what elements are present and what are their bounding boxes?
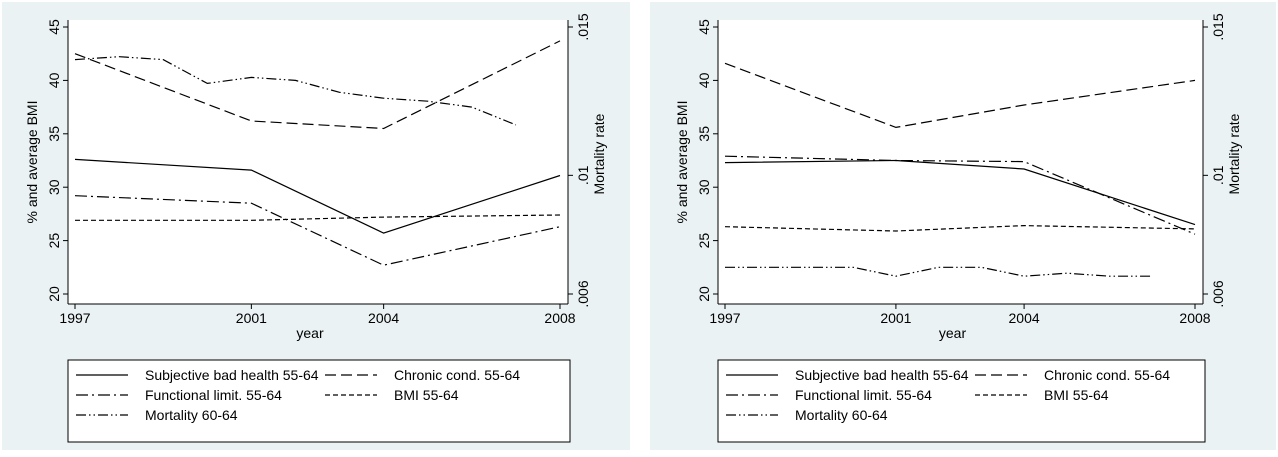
legend: Subjective bad health 55-64 Chronic cond.… (67, 359, 571, 443)
y-left-tick-label: 45 (696, 19, 712, 35)
y-left-tick-label: 35 (46, 126, 62, 142)
legend-label: Subjective bad health 55-64 (795, 367, 969, 383)
y-left-tick-label: 45 (46, 19, 62, 35)
y-right-tick-label: .015 (575, 13, 591, 40)
plot-area (68, 20, 568, 304)
series-line-bmi-55-64 (75, 214, 561, 221)
x-tick-label: 1997 (59, 310, 90, 326)
series-line-chronic-cond-55-64 (74, 40, 561, 130)
series-line-subjective-bad-health-55-64 (724, 159, 1196, 226)
x-axis-title: year (939, 325, 967, 341)
y-left-tick-label: 30 (696, 179, 712, 195)
y-left-tick-label: 40 (46, 72, 62, 88)
y-right-tick-label: .006 (575, 280, 591, 307)
legend-label: Mortality 60-64 (145, 407, 238, 423)
x-tick-label: 2001 (880, 310, 911, 326)
y-left-tick-label: 30 (46, 179, 62, 195)
y-axis-left-title: % and average BMI (674, 101, 690, 224)
y-right-tick-label: .006 (1210, 280, 1226, 307)
x-tick-label: 2008 (544, 310, 575, 326)
chart-panel-1: 20 25 30 35 40 45 .006 .01 .015 1997 2001 2004 2008 y… (2, 2, 630, 450)
series-line-bmi-55-64 (724, 224, 1196, 232)
y-left-tick-label: 25 (46, 233, 62, 249)
legend-label: Subjective bad health 55-64 (145, 367, 319, 383)
y-right-tick-label: .01 (1210, 165, 1226, 185)
y-axis-right-title: Mortality rate (591, 113, 607, 194)
x-tick-label: 2008 (1179, 310, 1210, 326)
legend-box (717, 359, 1206, 443)
y-left-tick-label: 35 (696, 126, 712, 142)
y-right-tick-label: .015 (1210, 13, 1226, 40)
y-right-tick-label: .01 (575, 165, 591, 185)
legend-label: Functional limit. 55-64 (145, 387, 282, 403)
y-axis-left-title: % and average BMI (24, 101, 40, 224)
series-line-functional-limit-55-64 (74, 195, 561, 266)
series-line-mortality-60-64 (74, 56, 517, 126)
legend-label: BMI 55-64 (394, 387, 459, 403)
y-left-tick-label: 20 (696, 286, 712, 302)
x-axis-title: year (296, 325, 324, 341)
legend-label: Functional limit. 55-64 (795, 387, 932, 403)
x-tick-label: 1997 (709, 310, 740, 326)
series-line-chronic-cond-55-64 (724, 62, 1196, 129)
y-left-tick-label: 40 (696, 72, 712, 88)
series-line-mortality-60-64 (725, 266, 1153, 277)
legend: Subjective bad health 55-64 Chronic cond.… (717, 359, 1206, 443)
y-left-tick-label: 20 (46, 286, 62, 302)
chart-panel-2: 20 25 30 35 40 45 .006 .01 .015 1997 2001 2004 2008 y… (650, 2, 1276, 450)
legend-box (67, 359, 571, 443)
legend-label: Mortality 60-64 (795, 407, 888, 423)
y-left-tick-label: 25 (696, 233, 712, 249)
series-line-functional-limit-55-64 (724, 155, 1196, 235)
y-axis-right-title: Mortality rate (1226, 113, 1242, 194)
series-line-subjective-bad-health-55-64 (74, 158, 561, 234)
legend-label: Chronic cond. 55-64 (1044, 367, 1170, 383)
x-tick-label: 2004 (368, 310, 399, 326)
x-tick-label: 2001 (236, 310, 267, 326)
x-tick-label: 2004 (1009, 310, 1040, 326)
legend-label: BMI 55-64 (1044, 387, 1109, 403)
legend-label: Chronic cond. 55-64 (394, 367, 520, 383)
